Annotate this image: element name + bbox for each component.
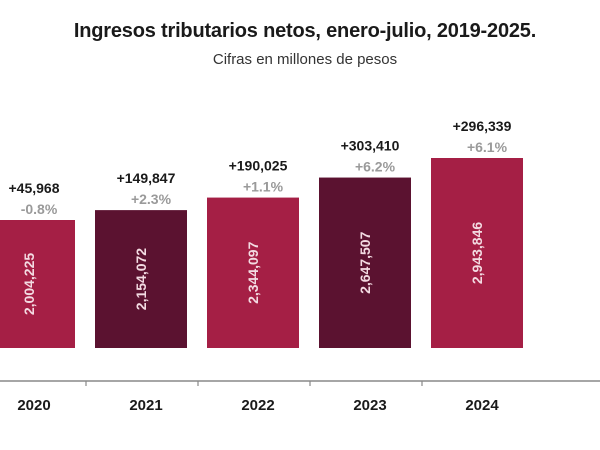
- bar: [207, 197, 299, 348]
- bar: [95, 210, 187, 348]
- change-percent-label: -0.8%: [21, 201, 58, 217]
- x-tick-label: 2023: [353, 397, 386, 414]
- change-absolute-label: +296,339: [453, 118, 512, 134]
- x-tick-label: 2020: [17, 397, 50, 414]
- change-absolute-label: +303,410: [341, 138, 400, 154]
- bar: [319, 177, 411, 348]
- x-tick-label: 2021: [129, 397, 162, 414]
- bar-value-label: 2,647,507: [357, 231, 373, 293]
- change-absolute-label: +190,025: [229, 158, 288, 174]
- bar: [0, 220, 75, 348]
- change-percent-label: +6.2%: [355, 159, 396, 175]
- change-percent-label: +6.1%: [467, 139, 508, 155]
- x-tick-label: 2022: [241, 397, 274, 414]
- change-absolute-label: +149,847: [117, 170, 176, 186]
- change-percent-label: +1.1%: [243, 179, 284, 195]
- change-absolute-label: +45,968: [9, 180, 60, 196]
- chart-title: Ingresos tributarios netos, enero-julio,…: [73, 20, 537, 42]
- bar-value-label: 2,943,846: [469, 222, 485, 284]
- chart-subtitle: Cifras en millones de pesos: [212, 51, 398, 68]
- bar-value-label: 2,344,097: [245, 241, 261, 303]
- bar-value-label: 2,154,072: [133, 248, 149, 310]
- bar: [431, 158, 523, 348]
- x-tick-label: 2024: [465, 397, 499, 414]
- bar-value-label: 2,004,225: [21, 253, 37, 315]
- change-percent-label: +2.3%: [131, 191, 172, 207]
